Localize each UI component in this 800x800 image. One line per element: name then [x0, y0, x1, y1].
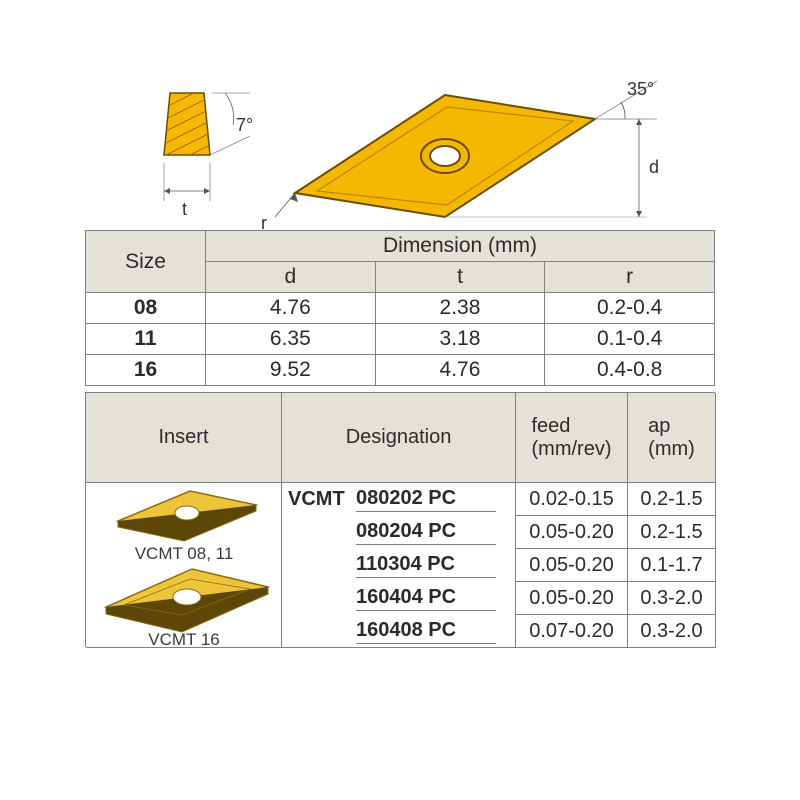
insert-geometry-diagram: 7° t 35°: [85, 75, 715, 230]
dim-d-label: d: [649, 157, 659, 177]
ap-cell: 0.2-1.5: [628, 483, 716, 516]
ap-cell: 0.3-2.0: [628, 582, 716, 615]
designation-cell: 160408 PC: [282, 615, 516, 648]
designation-cell: VCMT080202 PC: [282, 483, 516, 516]
designation-cell: 160404 PC: [282, 582, 516, 615]
insert-illustration-cell: VCMT 08, 11 VCMT 16: [86, 483, 282, 648]
angle-35-label: 35°: [627, 79, 654, 99]
feed-cell: 0.02-0.15: [516, 483, 628, 516]
designation-cell: 110304 PC: [282, 549, 516, 582]
dim-t-label: t: [182, 199, 187, 219]
table-row: 11 6.35 3.18 0.1-0.4: [86, 324, 715, 355]
th-t: t: [375, 262, 545, 293]
designation-cell: 080204 PC: [282, 516, 516, 549]
ap-cell: 0.3-2.0: [628, 615, 716, 648]
feed-cell: 0.05-0.20: [516, 516, 628, 549]
feed-cell: 0.07-0.20: [516, 615, 628, 648]
angle-7-label: 7°: [236, 115, 253, 135]
table-row: 08 4.76 2.38 0.2-0.4: [86, 293, 715, 324]
th-size: Size: [86, 231, 206, 293]
th-d: d: [206, 262, 376, 293]
th-designation: Designation: [282, 393, 516, 483]
feed-cell: 0.05-0.20: [516, 582, 628, 615]
svg-text:VCMT 16: VCMT 16: [148, 630, 220, 648]
th-feed: feed(mm/rev): [516, 393, 628, 483]
feed-cell: 0.05-0.20: [516, 549, 628, 582]
th-ap: ap(mm): [628, 393, 716, 483]
svg-text:VCMT 08, 11: VCMT 08, 11: [135, 544, 234, 563]
ap-cell: 0.1-1.7: [628, 549, 716, 582]
th-dimension: Dimension (mm): [206, 231, 715, 262]
table-row: 16 9.52 4.76 0.4-0.8: [86, 355, 715, 386]
dimension-table: Size Dimension (mm) d t r 08 4.76 2.38 0…: [85, 230, 715, 386]
designation-table: InsertDesignationfeed(mm/rev)ap(mm) VCMT…: [85, 392, 715, 647]
th-r: r: [545, 262, 715, 293]
ap-cell: 0.2-1.5: [628, 516, 716, 549]
dim-r-label: r: [261, 213, 267, 233]
th-insert: Insert: [86, 393, 282, 483]
